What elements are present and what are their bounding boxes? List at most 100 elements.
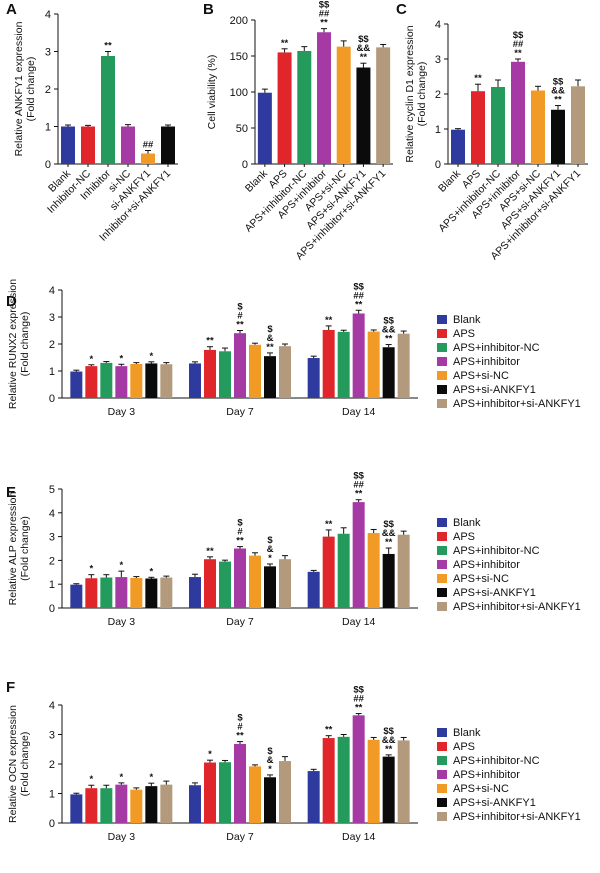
x-group-label: Day 3 <box>108 616 136 628</box>
significance-label: && <box>382 735 396 746</box>
significance-label: && <box>382 325 396 336</box>
significance-label: ** <box>236 536 244 547</box>
bar <box>61 126 75 164</box>
y-tick-label: 150 <box>230 51 248 63</box>
bar <box>219 762 231 823</box>
bar <box>189 577 201 608</box>
bar <box>249 766 261 823</box>
bar <box>279 761 291 823</box>
significance-label: * <box>149 772 153 783</box>
bar <box>130 789 143 823</box>
significance-label: * <box>268 764 272 775</box>
legend-swatch-aps <box>437 742 447 751</box>
significance-label: ** <box>325 315 333 326</box>
bar <box>336 46 351 164</box>
bar <box>322 536 335 608</box>
significance-label: ** <box>281 38 289 49</box>
significance-label: ** <box>385 744 393 755</box>
x-tick-label: Blank <box>436 167 464 195</box>
legend-swatch-blank <box>437 518 447 527</box>
legend-label: APS+si-NC <box>453 370 509 382</box>
bar <box>264 566 276 608</box>
significance-label: $$ <box>383 316 394 327</box>
legend-swatch-aps-inhibitor-si-ankfy1 <box>437 602 447 611</box>
bar <box>100 362 113 398</box>
chart-panel-c: 0 1 2 3 4 Relative cyclin D1 expression (Fold … <box>396 1 588 262</box>
legend-label: APS+inhibitor <box>453 356 520 368</box>
bar <box>234 333 246 398</box>
significance-label: $$ <box>353 685 364 696</box>
x-group-label: Day 7 <box>226 406 254 418</box>
significance-label: $ <box>237 302 243 313</box>
bar <box>317 32 331 164</box>
legend-swatch-aps-inhibitor-si-ankfy1 <box>437 399 447 408</box>
bar <box>264 356 276 398</box>
legend-swatch-aps-si-ankfy1 <box>437 588 447 597</box>
y-axis-label: Relative OCN expression <box>7 705 19 823</box>
bar <box>264 777 276 823</box>
y-tick-label: 4 <box>49 285 55 297</box>
significance-label: * <box>268 553 272 564</box>
y-axis-label: Relative ALP expression <box>7 492 19 606</box>
chart-panel-a: 0 1 2 3 4 Relative ANKFY1 expression (Fold cha… <box>6 1 178 244</box>
significance-label: ## <box>143 140 154 151</box>
significance-label: * <box>89 564 93 575</box>
bar <box>257 92 272 164</box>
bar <box>234 548 246 608</box>
bar <box>160 784 173 823</box>
legend-swatch-aps <box>437 329 447 338</box>
significance-label: $ <box>237 518 243 529</box>
bar <box>382 553 395 608</box>
significance-label: && <box>357 43 371 54</box>
significance-label: $ <box>267 535 273 546</box>
bar <box>397 333 410 398</box>
significance-label: ## <box>353 290 364 301</box>
legend-swatch-aps-si-ankfy1 <box>437 385 447 394</box>
legend-swatch-aps-inhibitor-nc <box>437 343 447 352</box>
legend-label: APS+inhibitor-NC <box>453 755 540 767</box>
y-axis-label: Relative ANKFY1 expression <box>13 21 25 156</box>
significance-label: ** <box>236 320 244 331</box>
significance-label: ## <box>319 9 330 20</box>
x-group-label: Day 7 <box>226 616 254 628</box>
legend-label: Blank <box>453 517 481 529</box>
y-axis-label: (Fold change) <box>19 312 31 377</box>
significance-label: && <box>382 528 396 539</box>
y-tick-label: 3 <box>49 532 55 544</box>
bar <box>376 47 391 164</box>
x-group-label: Day 3 <box>108 831 136 843</box>
significance-label: $$ <box>353 471 364 482</box>
y-axis-label: (Fold change) <box>25 57 37 122</box>
legend-swatch-aps-si-nc <box>437 784 447 793</box>
significance-label: * <box>149 351 153 362</box>
significance-label: & <box>267 755 274 766</box>
significance-label: & <box>267 333 274 344</box>
y-tick-label: 3 <box>435 54 441 66</box>
panel-label: B <box>203 1 214 18</box>
bar <box>70 371 83 398</box>
significance-label: * <box>89 354 93 365</box>
significance-label: $ <box>267 746 273 757</box>
significance-label: * <box>119 772 123 783</box>
significance-label: $$ <box>553 77 564 88</box>
y-tick-label: 2 <box>45 84 51 96</box>
y-tick-label: 4 <box>45 9 51 21</box>
legend-label: APS+si-ANKFY1 <box>453 587 536 599</box>
y-tick-label: 0 <box>242 159 248 171</box>
bar <box>352 502 365 608</box>
bar <box>219 561 231 608</box>
y-tick-label: 1 <box>45 122 51 134</box>
legend-swatch-aps-si-ankfy1 <box>437 798 447 807</box>
significance-label: * <box>208 749 212 760</box>
legend-swatch-aps-si-nc <box>437 574 447 583</box>
legend-label: APS+si-ANKFY1 <box>453 384 536 396</box>
bar <box>130 363 143 398</box>
legend-label: APS+si-NC <box>453 783 509 795</box>
y-axis-label: (Fold change) <box>416 62 428 127</box>
y-tick-label: 1 <box>49 789 55 801</box>
legend: Blank APS APS+inhibitor-NC APS+inhibitor APS… <box>437 727 581 823</box>
bar <box>145 363 158 398</box>
bar <box>249 344 261 398</box>
y-tick-label: 2 <box>49 555 55 567</box>
